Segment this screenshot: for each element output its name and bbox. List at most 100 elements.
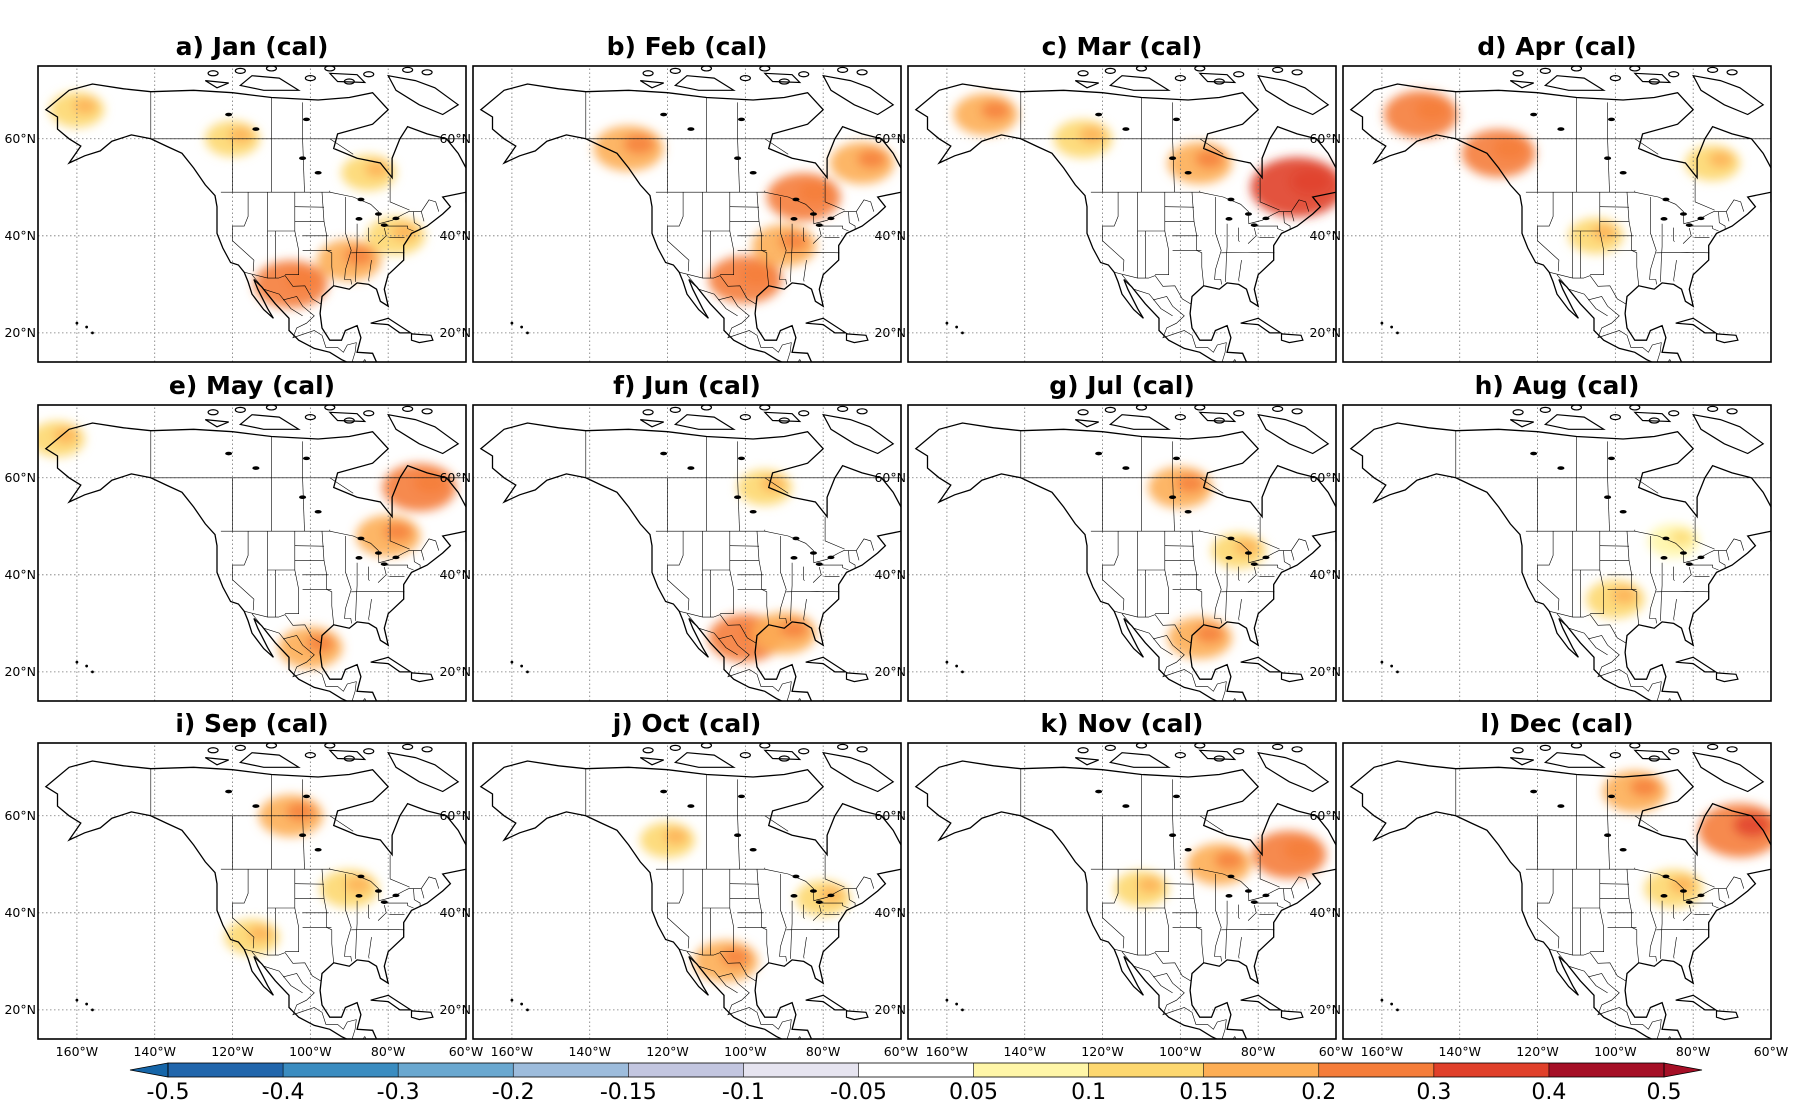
- anomaly-core: [1493, 137, 1527, 160]
- panel-title: b) Feb (cal): [606, 32, 768, 61]
- boundary-line: [702, 869, 731, 909]
- longitude-label: 120°W: [211, 1044, 254, 1059]
- arctic-island: [1233, 748, 1245, 755]
- panel-frame: [37, 404, 467, 702]
- lake: [660, 112, 668, 117]
- boundary-line: [764, 138, 789, 155]
- lake: [299, 495, 307, 499]
- colorbar-over-extension: [1663, 1062, 1703, 1078]
- lake: [1172, 117, 1180, 122]
- map-panel-mar: [908, 66, 1336, 362]
- anomaly-core: [1591, 224, 1617, 241]
- boundary-line: [244, 271, 322, 305]
- boundary-line: [856, 550, 860, 561]
- boundary-line: [1607, 138, 1610, 193]
- lake: [1184, 847, 1192, 852]
- colorbar-segment: [743, 1063, 859, 1077]
- colorbar-under-extension: [129, 1062, 169, 1078]
- boundary-line: [821, 902, 849, 909]
- island: [639, 80, 664, 89]
- boundary-line: [368, 599, 372, 621]
- lake: [355, 217, 363, 221]
- latitude-label: 40°N: [439, 904, 471, 920]
- boundary-line: [1238, 227, 1240, 242]
- boundary-line: [1137, 192, 1166, 232]
- island: [204, 419, 229, 428]
- colorbar-segment: [1088, 1063, 1205, 1077]
- lake: [1169, 833, 1177, 837]
- lake: [1619, 847, 1627, 852]
- boundary-line: [686, 274, 738, 317]
- longitude-label: 80°W: [805, 1044, 841, 1059]
- boundary-line: [729, 206, 760, 208]
- island: [1198, 749, 1237, 761]
- hawaii-island: [1380, 660, 1384, 664]
- arctic-island: [1668, 748, 1680, 755]
- boundary-line: [720, 230, 734, 275]
- hawaii-island: [1390, 1002, 1394, 1006]
- anomaly-core: [305, 633, 335, 653]
- latitude-label: 60°N: [1309, 469, 1341, 485]
- arctic-island: [1629, 743, 1641, 749]
- hawaii-island: [85, 1002, 89, 1006]
- island: [1543, 752, 1606, 768]
- lake: [225, 789, 233, 794]
- lake: [357, 536, 365, 541]
- hawaii-island: [520, 1002, 524, 1006]
- lake: [1172, 794, 1180, 799]
- boundary-line: [1221, 251, 1275, 254]
- colorbar-segment: [283, 1063, 399, 1077]
- latitude-label: 40°N: [4, 227, 36, 243]
- longitude-label: 140°W: [133, 1044, 176, 1059]
- boundary-line: [1549, 610, 1627, 644]
- boundary-line: [283, 635, 367, 701]
- lake: [314, 170, 322, 175]
- anomaly-core: [1078, 126, 1106, 144]
- arctic-island: [856, 408, 868, 415]
- island: [1675, 994, 1718, 1011]
- boundary-line: [720, 907, 734, 952]
- lake: [1095, 451, 1103, 456]
- arctic-island: [1194, 66, 1206, 72]
- lake: [392, 216, 400, 221]
- anomaly-field: [49, 91, 426, 309]
- island: [204, 757, 229, 766]
- boundary-line: [421, 888, 425, 899]
- island: [1240, 656, 1283, 673]
- coastline: [479, 760, 901, 1039]
- boundary-line: [1238, 904, 1240, 919]
- latitude-label: 20°N: [439, 1001, 471, 1017]
- boundary-line: [1283, 550, 1291, 569]
- boundary-line: [267, 869, 296, 909]
- lake: [252, 127, 260, 131]
- island: [1108, 414, 1171, 430]
- longitude-label: 160°W: [1360, 1044, 1404, 1059]
- coastline: [479, 422, 901, 701]
- longitude-label: 100°W: [1159, 1044, 1202, 1059]
- boundary-line: [251, 613, 303, 656]
- boundary-line: [764, 815, 789, 832]
- anomaly-core: [285, 268, 319, 291]
- hawaii-island: [510, 660, 514, 664]
- boundary-line: [1660, 900, 1663, 959]
- boundary-line: [1682, 905, 1692, 921]
- island: [845, 672, 869, 683]
- arctic-island: [798, 410, 810, 417]
- arctic-island: [1512, 409, 1524, 416]
- hawaii-island: [1390, 664, 1394, 668]
- lake: [1607, 456, 1615, 461]
- island: [822, 751, 895, 793]
- panel-frame: [472, 65, 902, 363]
- boundary-line: [1537, 531, 1560, 611]
- latitude-label: 20°N: [4, 663, 36, 679]
- anomaly-core: [413, 471, 448, 494]
- lake: [302, 794, 310, 799]
- boundary-line: [679, 948, 757, 982]
- boundary-line: [1549, 271, 1627, 305]
- lake: [1662, 197, 1670, 202]
- island: [1509, 419, 1534, 428]
- island: [1074, 757, 1099, 766]
- anomaly-core: [1137, 876, 1163, 894]
- island: [805, 317, 848, 334]
- boundary-line: [1694, 177, 1715, 211]
